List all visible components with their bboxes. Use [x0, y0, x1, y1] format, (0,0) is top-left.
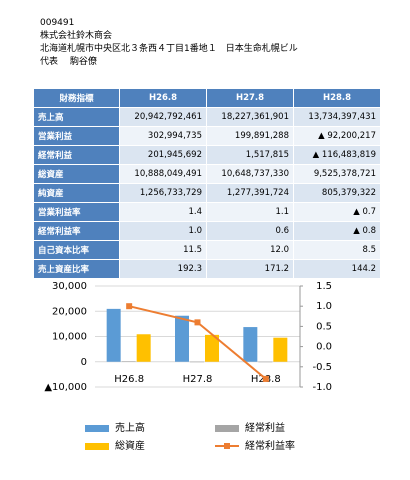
legend-label: 経常利益	[245, 421, 285, 434]
legend-swatch	[215, 425, 239, 432]
row-label: 営業利益	[33, 126, 120, 146]
value-cell: 201,945,692	[119, 145, 207, 165]
row-label: 経常利益	[33, 145, 120, 165]
bar	[205, 334, 219, 362]
value-cell: 192.3	[119, 259, 207, 279]
table-row: 営業利益率 1.4 1.1 ▲ 0.7	[33, 202, 381, 222]
table-row: 経常利益 201,945,692 1,517,815 ▲ 116,483,819	[33, 145, 381, 165]
legend-label: 総資産	[115, 439, 145, 452]
value-cell: 144.2	[293, 259, 381, 279]
line-marker	[194, 319, 201, 326]
bar	[190, 361, 204, 363]
y-tick-label: 10,000	[52, 332, 87, 343]
row-label: 売上資産比率	[33, 259, 120, 279]
value-cell: 9,525,378,721	[293, 164, 381, 184]
header-cell: 財務指標	[33, 88, 120, 108]
value-cell: 0.6	[206, 221, 294, 241]
legend-label: 売上高	[115, 421, 145, 434]
value-cell: ▲ 92,200,217	[293, 126, 381, 146]
value-cell: ▲ 0.7	[293, 202, 381, 222]
header-cell: H28.8	[293, 88, 381, 108]
chart: 30,000 20,000 10,000 0 ▲10,000 1.5 1.0 0.5 0.0 -0…	[44, 281, 332, 452]
value-cell: 1,277,391,724	[206, 183, 294, 203]
y2-tick-label: -1.0	[312, 382, 332, 393]
bar	[136, 334, 151, 362]
table-row: 自己資本比率 11.5 12.0 8.5	[33, 240, 381, 260]
y2-tick-label: 1.0	[316, 301, 332, 312]
value-cell: 171.2	[206, 259, 294, 279]
line-marker	[262, 375, 269, 382]
table-row: 総資産 10,888,049,491 10,648,737,330 9,525,378…	[33, 164, 381, 184]
table-row: 営業利益 302,994,735 199,891,288 ▲ 92,200,217	[33, 126, 381, 146]
value-cell: 1.4	[119, 202, 207, 222]
row-label: 純資産	[33, 183, 120, 203]
company: 株式会社鈴木商会	[40, 31, 113, 41]
bar	[258, 361, 273, 363]
value-cell: 20,942,792,461	[119, 107, 207, 127]
value-cell: 1.1	[206, 202, 294, 222]
x-tick-label: H27.8	[183, 374, 213, 385]
value-cell: 1,256,733,729	[119, 183, 207, 203]
y-tick-label: 30,000	[52, 281, 87, 292]
row-label: 総資産	[33, 164, 120, 184]
y-tick-label: 20,000	[52, 306, 87, 317]
y2-tick-label: 1.5	[316, 281, 332, 292]
legend-marker	[224, 443, 230, 449]
value-cell: 10,648,737,330	[206, 164, 294, 184]
value-cell: 805,379,322	[293, 183, 381, 203]
value-cell: 302,994,735	[119, 126, 207, 146]
bar	[175, 315, 189, 362]
value-cell: 1,517,815	[206, 145, 294, 165]
y-tick-label: ▲10,000	[44, 382, 87, 393]
legend-swatch	[85, 443, 109, 450]
representative: 代表 駒谷僚	[40, 57, 97, 67]
value-cell: 10,888,049,491	[119, 164, 207, 184]
line-marker	[126, 303, 133, 310]
value-cell: 18,227,361,901	[206, 107, 294, 127]
y2-tick-label: 0.0	[316, 342, 332, 353]
bar	[243, 327, 258, 362]
y2-tick-label: 0.5	[316, 321, 332, 332]
row-label: 営業利益率	[33, 202, 120, 222]
bar	[121, 361, 136, 362]
value-cell: 13,734,397,431	[293, 107, 381, 127]
legend-label: 経常利益率	[245, 439, 295, 452]
value-cell: 1.0	[119, 221, 207, 241]
header-row: 財務指標 H26.8 H27.8 H28.8	[33, 88, 381, 108]
table-row: 経常利益率 1.0 0.6 ▲ 0.8	[33, 221, 381, 241]
value-cell: 8.5	[293, 240, 381, 260]
value-cell: 199,891,288	[206, 126, 294, 146]
address: 北海道札幌市中央区北３条西４丁目1番地１ 日本生命札幌ビル	[40, 44, 298, 54]
row-label: 自己資本比率	[33, 240, 120, 260]
bar	[106, 308, 121, 362]
value-cell: ▲ 0.8	[293, 221, 381, 241]
header-cell: H27.8	[206, 88, 294, 108]
legend-swatch	[85, 425, 109, 432]
value-cell: 12.0	[206, 240, 294, 260]
x-tick-label: H26.8	[114, 374, 144, 385]
value-cell: 11.5	[119, 240, 207, 260]
row-label: 売上高	[33, 107, 120, 127]
y-tick-label: 0	[81, 357, 87, 368]
table-row: 売上資産比率 192.3 171.2 144.2	[33, 259, 381, 279]
table-row: 売上高 20,942,792,461 18,227,361,901 13,734,39…	[33, 107, 381, 127]
y2-tick-label: -0.5	[312, 362, 332, 373]
header-cell: H26.8	[119, 88, 207, 108]
value-cell: ▲ 116,483,819	[293, 145, 381, 165]
bar	[273, 337, 288, 362]
finance-table: 財務指標 H26.8 H27.8 H28.8 売上高 20,942,792,461 18,2…	[33, 88, 381, 279]
row-label: 経常利益率	[33, 221, 120, 241]
table-row: 純資産 1,256,733,729 1,277,391,724 805,379,322	[33, 183, 381, 203]
code: 009491	[40, 18, 75, 28]
